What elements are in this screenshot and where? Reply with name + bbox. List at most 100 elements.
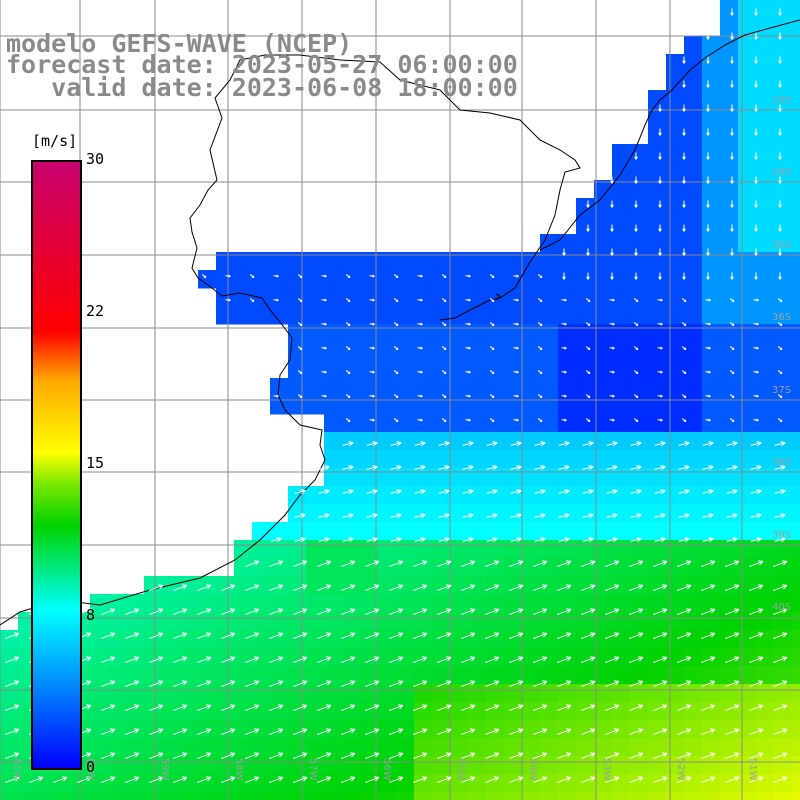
wave-speed-cell bbox=[630, 504, 649, 523]
wave-speed-cell bbox=[792, 666, 800, 685]
wave-direction-arrow bbox=[316, 656, 332, 664]
wave-direction-arrow bbox=[196, 728, 212, 736]
wave-direction-arrow bbox=[366, 537, 378, 543]
wave-speed-cell bbox=[720, 594, 739, 613]
wave-speed-cell bbox=[702, 288, 721, 307]
wave-direction-arrow bbox=[465, 274, 471, 278]
wave-speed-cell bbox=[522, 756, 541, 775]
wave-speed-cell bbox=[432, 630, 451, 649]
wave-direction-arrow bbox=[724, 632, 740, 640]
wave-speed-cell bbox=[252, 648, 271, 667]
wave-speed-cell bbox=[684, 738, 703, 757]
wave-speed-cell bbox=[558, 774, 577, 793]
wave-speed-cell bbox=[558, 432, 577, 451]
wave-speed-cell bbox=[180, 684, 199, 703]
wave-speed-cell bbox=[126, 792, 145, 800]
wave-speed-cell bbox=[612, 324, 631, 343]
wave-direction-arrow bbox=[273, 394, 279, 398]
wave-speed-cell bbox=[666, 198, 685, 217]
wave-direction-arrow bbox=[366, 489, 378, 495]
wave-speed-cell bbox=[522, 270, 541, 289]
wave-speed-cell bbox=[306, 558, 325, 577]
wave-direction-arrow bbox=[124, 728, 140, 736]
wave-speed-cell bbox=[288, 306, 307, 325]
wave-speed-cell bbox=[684, 540, 703, 559]
wave-speed-cell bbox=[288, 792, 307, 800]
wave-direction-arrow bbox=[148, 656, 164, 664]
wave-speed-cell bbox=[792, 576, 800, 595]
wave-direction-arrow bbox=[654, 537, 666, 543]
wave-direction-arrow bbox=[730, 80, 734, 88]
wave-speed-cell bbox=[486, 324, 505, 343]
wave-speed-cell bbox=[756, 90, 775, 109]
wave-speed-cell bbox=[576, 774, 595, 793]
wave-speed-cell bbox=[612, 288, 631, 307]
wave-speed-cell bbox=[504, 432, 523, 451]
wave-speed-cell bbox=[684, 432, 703, 451]
wave-direction-arrow bbox=[729, 346, 735, 351]
wave-speed-cell bbox=[738, 288, 757, 307]
wave-speed-cell bbox=[378, 720, 397, 739]
wave-direction-arrow bbox=[460, 776, 476, 784]
wave-direction-arrow bbox=[124, 632, 140, 640]
wave-speed-cell bbox=[720, 144, 739, 163]
wave-speed-cell bbox=[648, 252, 667, 271]
wave-direction-arrow bbox=[580, 632, 596, 640]
wave-speed-cell bbox=[144, 594, 163, 613]
wave-speed-cell bbox=[306, 540, 325, 559]
wave-speed-cell bbox=[720, 504, 739, 523]
wave-direction-arrow bbox=[100, 656, 116, 664]
wave-speed-cell bbox=[540, 720, 559, 739]
wave-direction-arrow bbox=[532, 656, 548, 664]
wave-direction-arrow bbox=[702, 537, 714, 543]
wave-direction-arrow bbox=[628, 776, 644, 784]
wave-speed-cell bbox=[630, 180, 649, 199]
wave-speed-cell bbox=[468, 288, 487, 307]
wave-speed-cell bbox=[198, 792, 217, 800]
wave-speed-cell bbox=[216, 774, 235, 793]
wave-direction-arrow bbox=[484, 776, 500, 784]
wave-speed-cell bbox=[414, 522, 433, 541]
wave-speed-cell bbox=[630, 486, 649, 505]
wave-speed-cell bbox=[522, 666, 541, 685]
wave-speed-cell bbox=[666, 180, 685, 199]
wave-speed-cell bbox=[342, 774, 361, 793]
wave-speed-cell bbox=[630, 612, 649, 631]
wave-speed-cell bbox=[576, 486, 595, 505]
colorbar-tick-15: 15 bbox=[86, 454, 105, 472]
wave-speed-cell bbox=[216, 738, 235, 757]
wave-speed-cell bbox=[792, 432, 800, 451]
wave-direction-arrow bbox=[778, 128, 782, 136]
wave-speed-cell bbox=[306, 306, 325, 325]
wave-direction-arrow bbox=[369, 394, 375, 398]
wave-direction-arrow bbox=[390, 441, 402, 447]
wave-speed-cell bbox=[684, 144, 703, 163]
wave-speed-cell bbox=[504, 648, 523, 667]
wave-speed-cell bbox=[756, 180, 775, 199]
wave-direction-arrow bbox=[510, 489, 522, 495]
wave-speed-cell bbox=[630, 252, 649, 271]
wave-direction-arrow bbox=[441, 418, 447, 423]
wave-direction-arrow bbox=[726, 465, 738, 471]
wave-direction-arrow bbox=[364, 608, 380, 616]
wave-direction-arrow bbox=[633, 394, 639, 399]
wave-speed-cell bbox=[324, 594, 343, 613]
wave-direction-arrow bbox=[4, 752, 20, 760]
wave-speed-cell bbox=[414, 702, 433, 721]
wave-direction-arrow bbox=[342, 513, 354, 519]
wave-speed-cell bbox=[468, 252, 487, 271]
wave-direction-arrow bbox=[556, 728, 572, 736]
wave-speed-cell bbox=[558, 630, 577, 649]
wave-speed-cell bbox=[540, 666, 559, 685]
wave-speed-cell bbox=[720, 756, 739, 775]
wave-speed-cell bbox=[612, 198, 631, 217]
wave-speed-cell bbox=[468, 504, 487, 523]
wave-direction-arrow bbox=[634, 272, 638, 280]
wave-direction-arrow bbox=[465, 418, 471, 422]
wave-direction-arrow bbox=[777, 418, 783, 423]
wave-speed-cell bbox=[324, 324, 343, 343]
wave-direction-arrow bbox=[484, 656, 500, 664]
wave-speed-cell bbox=[666, 72, 685, 91]
wave-speed-cell bbox=[648, 702, 667, 721]
wave-speed-cell bbox=[270, 774, 289, 793]
